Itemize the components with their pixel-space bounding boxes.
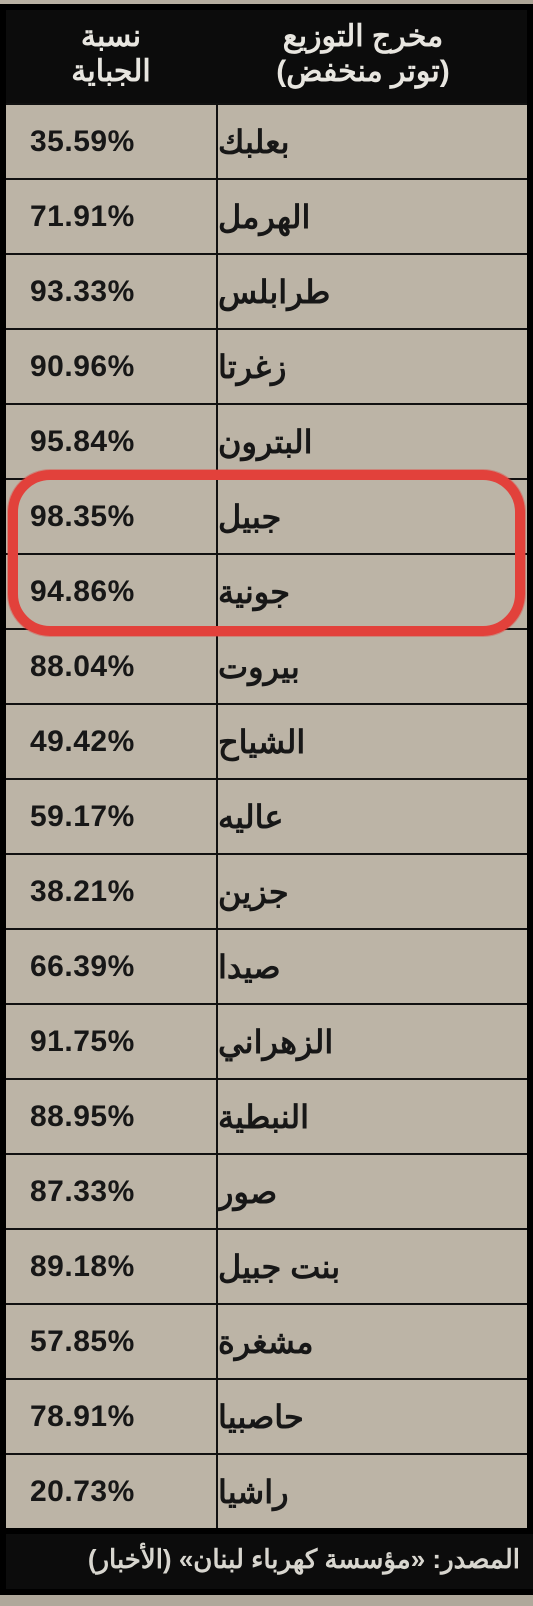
cell-name: جبيل xyxy=(216,480,506,553)
cell-percent: 90.96% xyxy=(6,330,216,403)
cell-name: حاصبيا xyxy=(216,1380,506,1453)
table-row: 78.91%حاصبيا xyxy=(6,1378,527,1453)
cell-name: بعلبك xyxy=(216,105,506,178)
cell-percent: 87.33% xyxy=(6,1155,216,1228)
cell-percent: 66.39% xyxy=(6,930,216,1003)
cell-name: راشيا xyxy=(216,1455,506,1528)
cell-percent: 95.84% xyxy=(6,405,216,478)
cell-name: صور xyxy=(216,1155,506,1228)
cell-name: طرابلس xyxy=(216,255,506,328)
cell-name: جزين xyxy=(216,855,506,928)
cell-percent: 71.91% xyxy=(6,180,216,253)
cell-percent: 98.35% xyxy=(6,480,216,553)
table-row: 90.96%زغرتا xyxy=(6,328,527,403)
cell-percent: 49.42% xyxy=(6,705,216,778)
cell-percent: 88.04% xyxy=(6,630,216,703)
table-row: 91.75%الزهراني xyxy=(6,1003,527,1078)
cell-percent: 94.86% xyxy=(6,555,216,628)
cell-name: صيدا xyxy=(216,930,506,1003)
table-row: 20.73%راشيا xyxy=(6,1453,527,1528)
table-row: 89.18%بنت جبيل xyxy=(6,1228,527,1303)
table-row: 38.21%جزين xyxy=(6,853,527,928)
cell-name: الشياح xyxy=(216,705,506,778)
cell-name: الزهراني xyxy=(216,1005,506,1078)
cell-name: جونية xyxy=(216,555,506,628)
cell-percent: 20.73% xyxy=(6,1455,216,1528)
cell-name: بيروت xyxy=(216,630,506,703)
cell-percent: 89.18% xyxy=(6,1230,216,1303)
cell-percent: 88.95% xyxy=(6,1080,216,1153)
table-row: 94.86%جونية xyxy=(6,553,527,628)
cell-name: زغرتا xyxy=(216,330,506,403)
cell-percent: 38.21% xyxy=(6,855,216,928)
cell-percent: 78.91% xyxy=(6,1380,216,1453)
table-row: 35.59%بعلبك xyxy=(6,103,527,178)
cell-percent: 57.85% xyxy=(6,1305,216,1378)
table-row: 88.95%النبطية xyxy=(6,1078,527,1153)
table-row: 88.04%بيروت xyxy=(6,628,527,703)
col-header-percent: نسبةالجباية xyxy=(6,10,216,103)
table-row: 59.17%عاليه xyxy=(6,778,527,853)
cell-percent: 91.75% xyxy=(6,1005,216,1078)
table-row: 95.84%البترون xyxy=(6,403,527,478)
cell-percent: 59.17% xyxy=(6,780,216,853)
table-row: 49.42%الشياح xyxy=(6,703,527,778)
cell-percent: 93.33% xyxy=(6,255,216,328)
table-row: 57.85%مشغرة xyxy=(6,1303,527,1378)
cell-percent: 35.59% xyxy=(6,105,216,178)
source-footer: المصدر: «مؤسسة كهرباء لبنان» (الأخبار) xyxy=(0,1534,533,1595)
cell-name: بنت جبيل xyxy=(216,1230,506,1303)
cell-name: البترون xyxy=(216,405,506,478)
cell-name: عاليه xyxy=(216,780,506,853)
table-row: 93.33%طرابلس xyxy=(6,253,527,328)
cell-name: الهرمل xyxy=(216,180,506,253)
table-header: نسبةالجباية مخرج التوزيع(توتر منخفض) xyxy=(6,10,527,103)
collection-rate-table: نسبةالجباية مخرج التوزيع(توتر منخفض) 35.… xyxy=(0,4,533,1534)
cell-name: مشغرة xyxy=(216,1305,506,1378)
col-header-name: مخرج التوزيع(توتر منخفض) xyxy=(216,10,506,103)
table-row: 66.39%صيدا xyxy=(6,928,527,1003)
table-row: 98.35%جبيل xyxy=(6,478,527,553)
table-row: 71.91%الهرمل xyxy=(6,178,527,253)
newspaper-clip: نسبةالجباية مخرج التوزيع(توتر منخفض) 35.… xyxy=(0,0,533,1595)
table-row: 87.33%صور xyxy=(6,1153,527,1228)
cell-name: النبطية xyxy=(216,1080,506,1153)
